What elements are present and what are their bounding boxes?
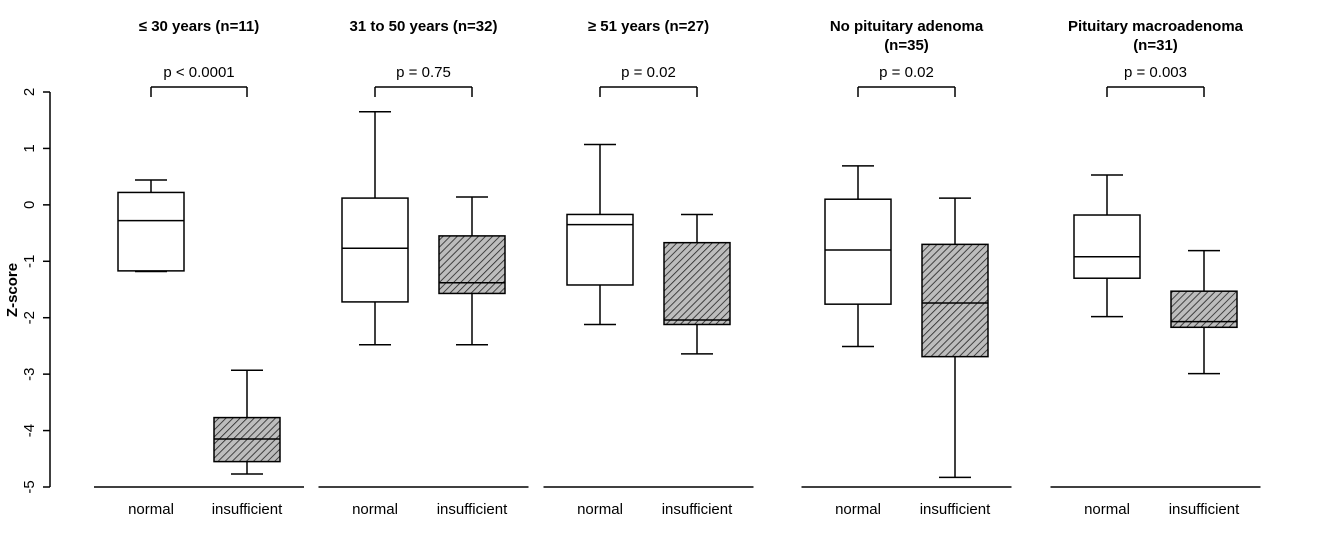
panel-title: ≤ 30 years (n=11): [139, 18, 259, 35]
x-tick-label: normal: [128, 501, 174, 518]
x-tick-label: normal: [577, 501, 623, 518]
y-tick-label: -3: [21, 367, 38, 380]
y-axis-label: Z-score: [4, 263, 21, 317]
p-value: p < 0.0001: [163, 64, 234, 81]
y-tick-label: -5: [21, 480, 38, 493]
y-tick-label: -2: [21, 311, 38, 324]
panel-title: Pituitary macroadenoma: [1068, 18, 1244, 35]
p-value: p = 0.02: [879, 64, 934, 81]
x-tick-label: insufficient: [1169, 501, 1240, 518]
panel-title: (n=31): [1133, 37, 1178, 54]
p-value: p = 0.02: [621, 64, 676, 81]
box: [438, 235, 506, 295]
panel-title: ≥ 51 years (n=27): [588, 18, 709, 35]
y-tick-label: -4: [21, 424, 38, 437]
x-tick-label: normal: [1084, 501, 1130, 518]
panel-title: 31 to 50 years (n=32): [349, 18, 497, 35]
panel-title: (n=35): [884, 37, 929, 54]
p-value: p = 0.003: [1124, 64, 1187, 81]
y-tick-label: 0: [21, 201, 38, 209]
box: [341, 197, 409, 303]
x-tick-label: insufficient: [662, 501, 733, 518]
x-tick-label: normal: [835, 501, 881, 518]
x-tick-label: insufficient: [212, 501, 283, 518]
y-tick-label: 1: [21, 144, 38, 152]
box: [566, 213, 634, 286]
x-tick-label: normal: [352, 501, 398, 518]
panel-title: No pituitary adenoma: [830, 18, 984, 35]
p-value: p = 0.75: [396, 64, 451, 81]
box: [921, 243, 989, 358]
box: [663, 241, 731, 326]
y-tick-label: 2: [21, 88, 38, 96]
y-tick-label: -1: [21, 255, 38, 268]
box: [1073, 214, 1141, 279]
box: [117, 191, 185, 272]
x-tick-label: insufficient: [437, 501, 508, 518]
x-tick-label: insufficient: [920, 501, 991, 518]
box: [824, 198, 892, 305]
